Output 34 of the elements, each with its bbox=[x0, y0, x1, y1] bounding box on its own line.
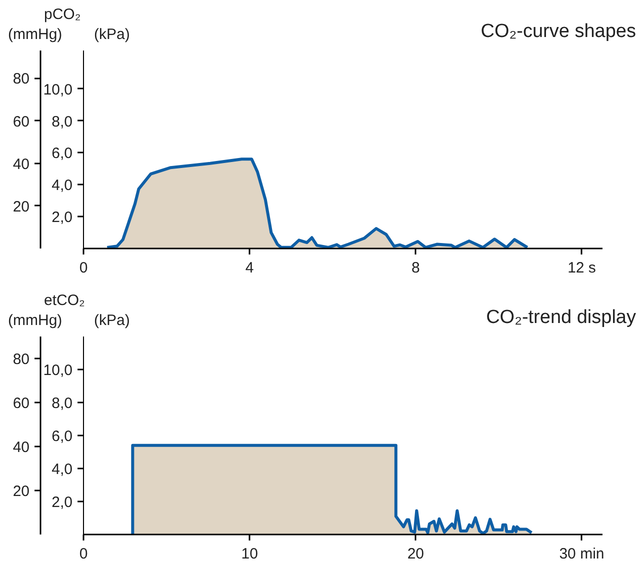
x-tick-label: 12 s bbox=[568, 260, 596, 276]
y2-tick-label: 4,0 bbox=[52, 461, 73, 478]
y2-axis-title: (kPa) bbox=[94, 311, 130, 331]
y-axis-title: (mmHg) bbox=[8, 311, 62, 331]
chart-title: CO₂-trend display bbox=[486, 306, 636, 330]
text: pCO₂ bbox=[44, 5, 81, 25]
y2-tick-label: 6,0 bbox=[52, 428, 73, 445]
y-tick-label: 80 bbox=[12, 351, 30, 368]
y2-tick-label: 6,0 bbox=[52, 145, 73, 162]
x-tick-label: 8 bbox=[411, 260, 420, 276]
chart-title: CO₂-curve shapes bbox=[480, 20, 636, 44]
y-tick-label: 20 bbox=[12, 483, 30, 500]
y-tick-label: 40 bbox=[12, 156, 30, 173]
y-tick-label: 80 bbox=[12, 70, 30, 88]
y2-tick-label: 8,0 bbox=[52, 113, 73, 130]
x-tick-label: 20 bbox=[407, 546, 424, 562]
y2-tick-label: 2,0 bbox=[52, 494, 73, 511]
x-tick-label: 0 bbox=[79, 546, 88, 562]
y2-tick-label: 2,0 bbox=[52, 209, 73, 226]
y2-tick-label: 8,0 bbox=[52, 395, 73, 412]
y-tick-label: 40 bbox=[12, 439, 30, 456]
y2-tick-label: 10,0 bbox=[43, 81, 73, 98]
x-tick-label: 10 bbox=[241, 546, 258, 562]
y2-tick-label: 10,0 bbox=[43, 362, 73, 379]
y-tick-label: 20 bbox=[12, 198, 30, 216]
x-tick-label: 0 bbox=[79, 260, 88, 276]
y2-axis-title: (kPa) bbox=[94, 25, 130, 45]
y-tick-label: 60 bbox=[12, 113, 30, 130]
y-axis-title: (mmHg) bbox=[8, 25, 62, 45]
y2-tick-label: 4,0 bbox=[52, 177, 73, 194]
text: etCO₂ bbox=[44, 291, 85, 311]
x-tick-label: 30 min bbox=[559, 546, 604, 562]
y-tick-label: 60 bbox=[12, 395, 30, 412]
x-tick-label: 4 bbox=[245, 260, 254, 276]
